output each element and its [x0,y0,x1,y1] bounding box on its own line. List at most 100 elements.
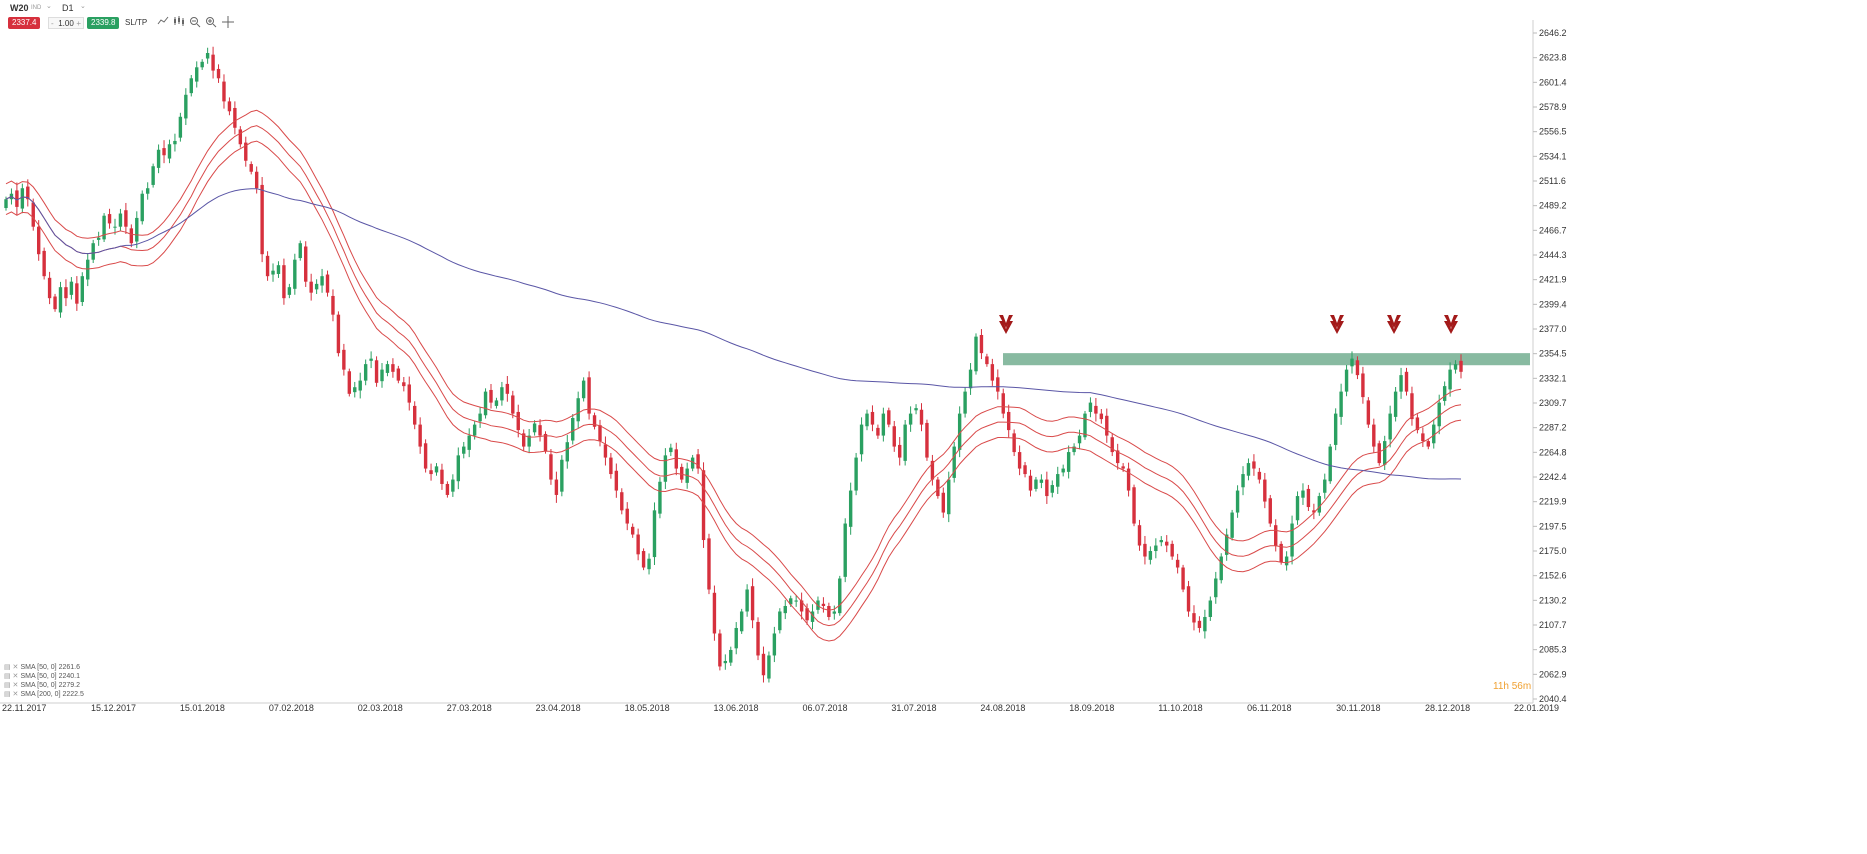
candle-body [609,457,613,475]
sell-signal-arrow[interactable] [1330,315,1344,334]
volume-stepper[interactable]: - 1.00 + [48,17,84,29]
candle-body [423,443,428,469]
x-tick-label: 28.12.2018 [1425,703,1470,713]
candle-body [145,188,150,194]
y-tick-label: 2444.3 [1539,250,1567,260]
candle-body [1121,466,1125,469]
sma-200-line [5,188,1462,480]
candle-body [952,446,956,478]
candle-body [739,611,744,632]
y-tick-label: 2646.2 [1539,28,1567,38]
sltp-button[interactable]: SL/TP [125,18,148,27]
sell-signal-arrow[interactable] [1444,315,1458,334]
candle-body [1137,525,1142,546]
sell-button[interactable]: 2337.4 [8,17,41,29]
resistance-zone[interactable] [1003,353,1530,366]
candle-body [1186,586,1191,612]
candle-body [647,558,651,570]
indicator-settings-icon[interactable]: ▤ ✕ [4,673,19,680]
candle-body [636,534,640,555]
candle-body [756,621,760,656]
candle-body [1344,369,1349,392]
candle-body [380,369,384,382]
crosshair-icon[interactable] [222,16,234,31]
line-chart-icon[interactable] [157,16,169,29]
candle-body [881,413,886,436]
candle-body [1410,393,1414,420]
legend-item[interactable]: ▤ ✕ SMA [50, 0] 2240.1 [4,672,84,681]
candle-body [778,611,782,631]
candle-body [1083,413,1087,438]
candle-body [1312,510,1316,513]
candle-body [407,384,411,403]
symbol-label[interactable]: W20 [10,3,29,13]
candle-body [947,479,951,515]
candle-body [772,633,777,656]
candle-body [1203,616,1207,632]
legend-item[interactable]: ▤ ✕ SMA [50, 0] 2279.2 [4,681,84,690]
sell-signal-arrow[interactable] [999,315,1013,334]
indicator-settings-icon[interactable]: ▤ ✕ [4,682,19,689]
candle-body [1235,490,1240,513]
time-axis[interactable]: 22.11.2017 15.12.2017 15.01.2018 07.02.2018… [0,702,1559,713]
candle-body [222,81,226,102]
volume-increase-button[interactable]: + [76,19,81,28]
candle-body [1377,443,1381,464]
candle-body [521,433,526,447]
x-tick-label: 23.04.2018 [536,703,581,713]
candle-body [75,283,79,304]
candles-icon[interactable] [173,16,185,29]
y-tick-label: 2107.7 [1539,620,1567,630]
candle-body [260,184,264,255]
indicator-settings-icon[interactable]: ▤ ✕ [4,664,19,671]
candle-body [369,358,373,361]
y-tick-label: 2085.3 [1539,645,1567,655]
arrow-head-upper [1444,315,1458,328]
y-tick-label: 2175.0 [1539,546,1567,556]
candle-body [985,356,989,365]
candle-body [1170,543,1174,557]
chart-toolbar: W20 IND ⌄ D1 ⌄ 2337.4 - 1.00 + 2339.8 SL… [0,0,300,34]
candle-body [870,411,875,425]
candle-body [1028,475,1033,491]
timeframe-label[interactable]: D1 [62,3,74,13]
candle-body [173,140,177,145]
candle-body [516,411,520,431]
arrow-head-lower [1444,321,1458,334]
candle-body [20,188,25,209]
legend-item[interactable]: ▤ ✕ SMA [50, 0] 2261.6 [4,663,84,672]
candle-body [162,148,166,156]
candle-body [216,68,221,79]
candle-body [1099,413,1104,420]
candle-timer: 11h 56m [1493,681,1532,692]
x-tick-label: 15.12.2017 [91,703,136,713]
candle-body [205,53,210,59]
zoom-in-icon[interactable] [205,16,217,31]
x-tick-label: 06.11.2018 [1247,703,1291,713]
candle-body [1045,479,1049,497]
candle-body [413,405,417,425]
indicator-settings-icon[interactable]: ▤ ✕ [4,691,19,698]
candle-body [805,608,809,621]
candle-body [990,364,995,381]
symbol-dropdown-icon[interactable]: ⌄ [46,3,52,10]
candle-body [914,408,918,411]
candle-body [750,586,755,621]
volume-value[interactable]: 1.00 [58,19,74,28]
price-axis[interactable]: 2646.2 2623.8 2601.4 2578.9 2556.5 2534.1 2511… [1532,20,1567,704]
sell-signal-arrow[interactable] [1387,315,1401,334]
legend-item[interactable]: ▤ ✕ SMA [200, 0] 2222.5 [4,690,84,699]
timeframe-dropdown-icon[interactable]: ⌄ [80,3,86,10]
zoom-out-icon[interactable] [189,16,201,31]
candle-body [1181,567,1185,590]
candle-body [527,435,531,447]
volume-decrease-button[interactable]: - [51,19,54,28]
candle-body [80,276,84,303]
candle-body [718,633,722,667]
y-tick-label: 2309.7 [1539,398,1567,408]
buy-button[interactable]: 2339.8 [87,17,120,29]
candle-body [140,193,144,222]
y-tick-label: 2578.9 [1539,102,1567,112]
candle-body [282,265,286,299]
